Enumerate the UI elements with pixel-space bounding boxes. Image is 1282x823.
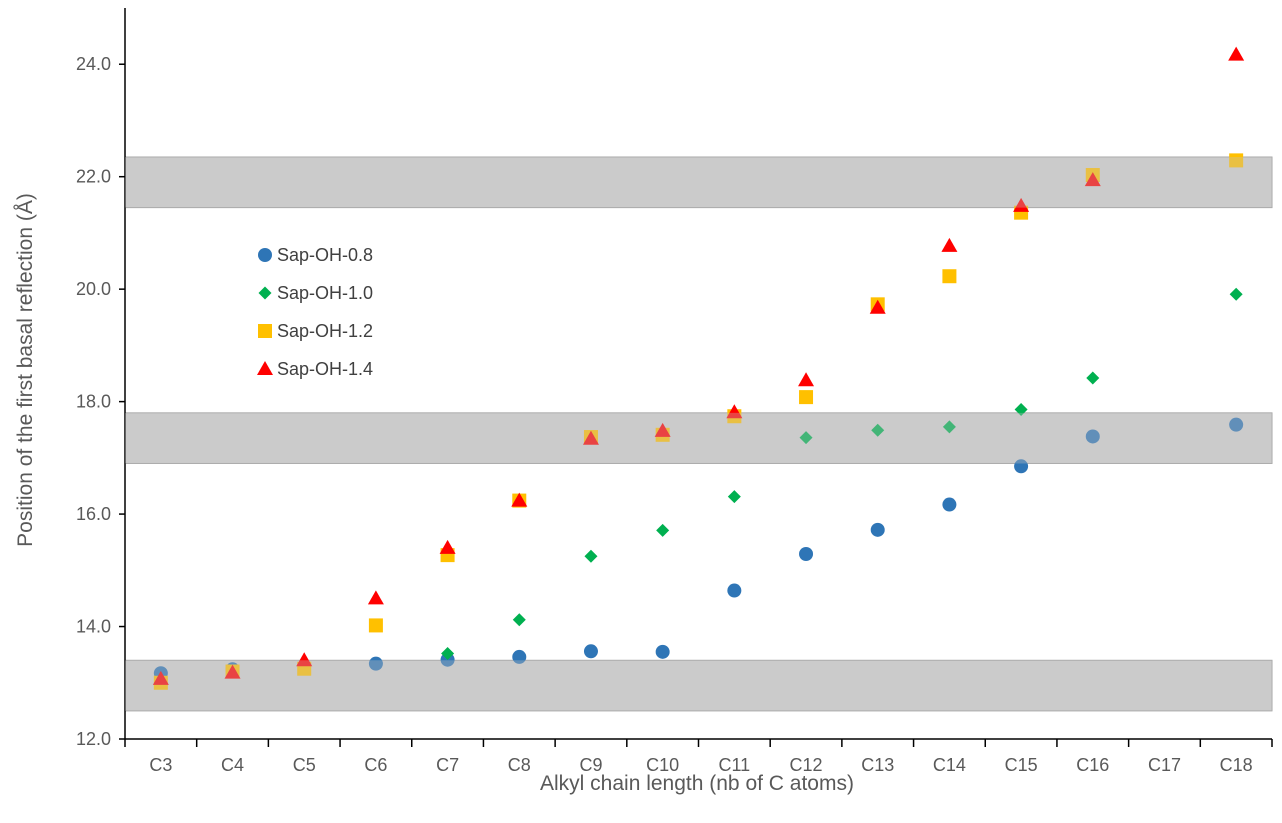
y-tick-label: 22.0 bbox=[76, 167, 111, 187]
data-point bbox=[583, 644, 598, 659]
x-tick-label: C6 bbox=[364, 755, 387, 775]
data-point bbox=[799, 431, 813, 445]
y-tick-label: 18.0 bbox=[76, 392, 111, 412]
data-point bbox=[1014, 459, 1029, 474]
data-point bbox=[441, 647, 455, 661]
data-point bbox=[726, 404, 743, 419]
shaded-band-2 bbox=[124, 412, 1273, 464]
data-point bbox=[512, 649, 527, 664]
data-point bbox=[1085, 429, 1100, 444]
x-tick-label: C13 bbox=[861, 755, 894, 775]
series-sap-oh-1-0 bbox=[441, 287, 1243, 661]
data-point bbox=[224, 664, 241, 679]
x-tick-label: C17 bbox=[1148, 755, 1181, 775]
data-point bbox=[1229, 153, 1244, 168]
data-point bbox=[655, 644, 670, 659]
series-sap-oh-1-4 bbox=[152, 46, 1245, 685]
y-tick-label: 16.0 bbox=[76, 504, 111, 524]
y-tick-label: 12.0 bbox=[76, 729, 111, 749]
data-point bbox=[439, 539, 456, 554]
data-point bbox=[1086, 371, 1100, 385]
x-tick-label: C4 bbox=[221, 755, 244, 775]
data-point bbox=[296, 652, 313, 667]
data-point bbox=[942, 420, 956, 434]
data-point bbox=[727, 490, 741, 504]
data-point bbox=[869, 299, 886, 314]
shaded-bands bbox=[124, 156, 1273, 712]
x-tick-label: C10 bbox=[646, 755, 679, 775]
data-point bbox=[942, 497, 957, 512]
legend-label: Sap-OH-1.4 bbox=[277, 359, 373, 379]
legend-label: Sap-OH-1.2 bbox=[277, 321, 373, 341]
shaded-band-1 bbox=[124, 659, 1273, 712]
data-point bbox=[512, 613, 526, 627]
data-point bbox=[871, 423, 885, 437]
data-point bbox=[584, 549, 598, 563]
shaded-band-overlay bbox=[125, 660, 1272, 711]
x-tick-label: C9 bbox=[579, 755, 602, 775]
data-point bbox=[870, 522, 885, 537]
data-point bbox=[152, 670, 169, 685]
shaded-band-overlay bbox=[125, 157, 1272, 208]
x-tick-label: C8 bbox=[508, 755, 531, 775]
legend-marker bbox=[258, 286, 272, 300]
legend: Sap-OH-0.8 Sap-OH-1.0 Sap-OH-1.2 Sap-OH-1.4 bbox=[257, 245, 373, 379]
data-point bbox=[1014, 402, 1028, 416]
data-point bbox=[1229, 287, 1243, 301]
y-tick-label: 20.0 bbox=[76, 279, 111, 299]
data-point bbox=[511, 492, 528, 507]
shaded-band-overlay bbox=[125, 412, 1272, 464]
x-tick-label: C14 bbox=[933, 755, 966, 775]
y-tick-label: 14.0 bbox=[76, 617, 111, 637]
shaded-band-3 bbox=[124, 156, 1273, 209]
data-point bbox=[799, 547, 814, 562]
x-axis-title: Alkyl chain length (nb of C atoms) bbox=[540, 772, 854, 795]
data-point bbox=[798, 372, 815, 387]
legend-marker bbox=[258, 324, 272, 338]
x-axis-ticks: C3 C4 C5 C6 C7 C8 C9 C10 C11 C12 C13 C14 C15 C16 C17 C1… bbox=[124, 739, 1273, 775]
y-axis-title: Position of the first basal reflection (… bbox=[14, 193, 37, 547]
x-tick-label: C15 bbox=[1005, 755, 1038, 775]
x-tick-label: C11 bbox=[719, 755, 751, 775]
data-point bbox=[367, 590, 384, 605]
x-tick-label: C3 bbox=[149, 755, 172, 775]
x-tick-label: C7 bbox=[436, 755, 459, 775]
legend-label: Sap-OH-0.8 bbox=[277, 245, 373, 265]
x-tick-label: C18 bbox=[1220, 755, 1253, 775]
x-tick-label: C5 bbox=[293, 755, 316, 775]
y-axis-ticks: 12.0 14.0 16.0 18.0 20.0 22.0 24.0 bbox=[76, 54, 125, 749]
data-point bbox=[727, 583, 742, 598]
y-tick-label: 24.0 bbox=[76, 54, 111, 74]
legend-marker bbox=[257, 361, 273, 375]
legend-label: Sap-OH-1.0 bbox=[277, 283, 373, 303]
data-point bbox=[799, 390, 814, 405]
data-point bbox=[1084, 172, 1101, 187]
data-point bbox=[368, 618, 383, 633]
x-tick-label: C12 bbox=[790, 755, 823, 775]
data-point bbox=[942, 269, 957, 284]
data-point bbox=[1229, 417, 1244, 432]
data-point bbox=[656, 523, 670, 537]
data-points bbox=[125, 46, 1272, 711]
data-point bbox=[1013, 197, 1030, 212]
legend-marker bbox=[258, 248, 272, 262]
data-point bbox=[654, 422, 671, 437]
data-point bbox=[1228, 46, 1245, 61]
data-point bbox=[368, 656, 383, 671]
data-point bbox=[582, 430, 599, 445]
data-point bbox=[941, 237, 958, 252]
x-tick-label: C16 bbox=[1076, 755, 1109, 775]
